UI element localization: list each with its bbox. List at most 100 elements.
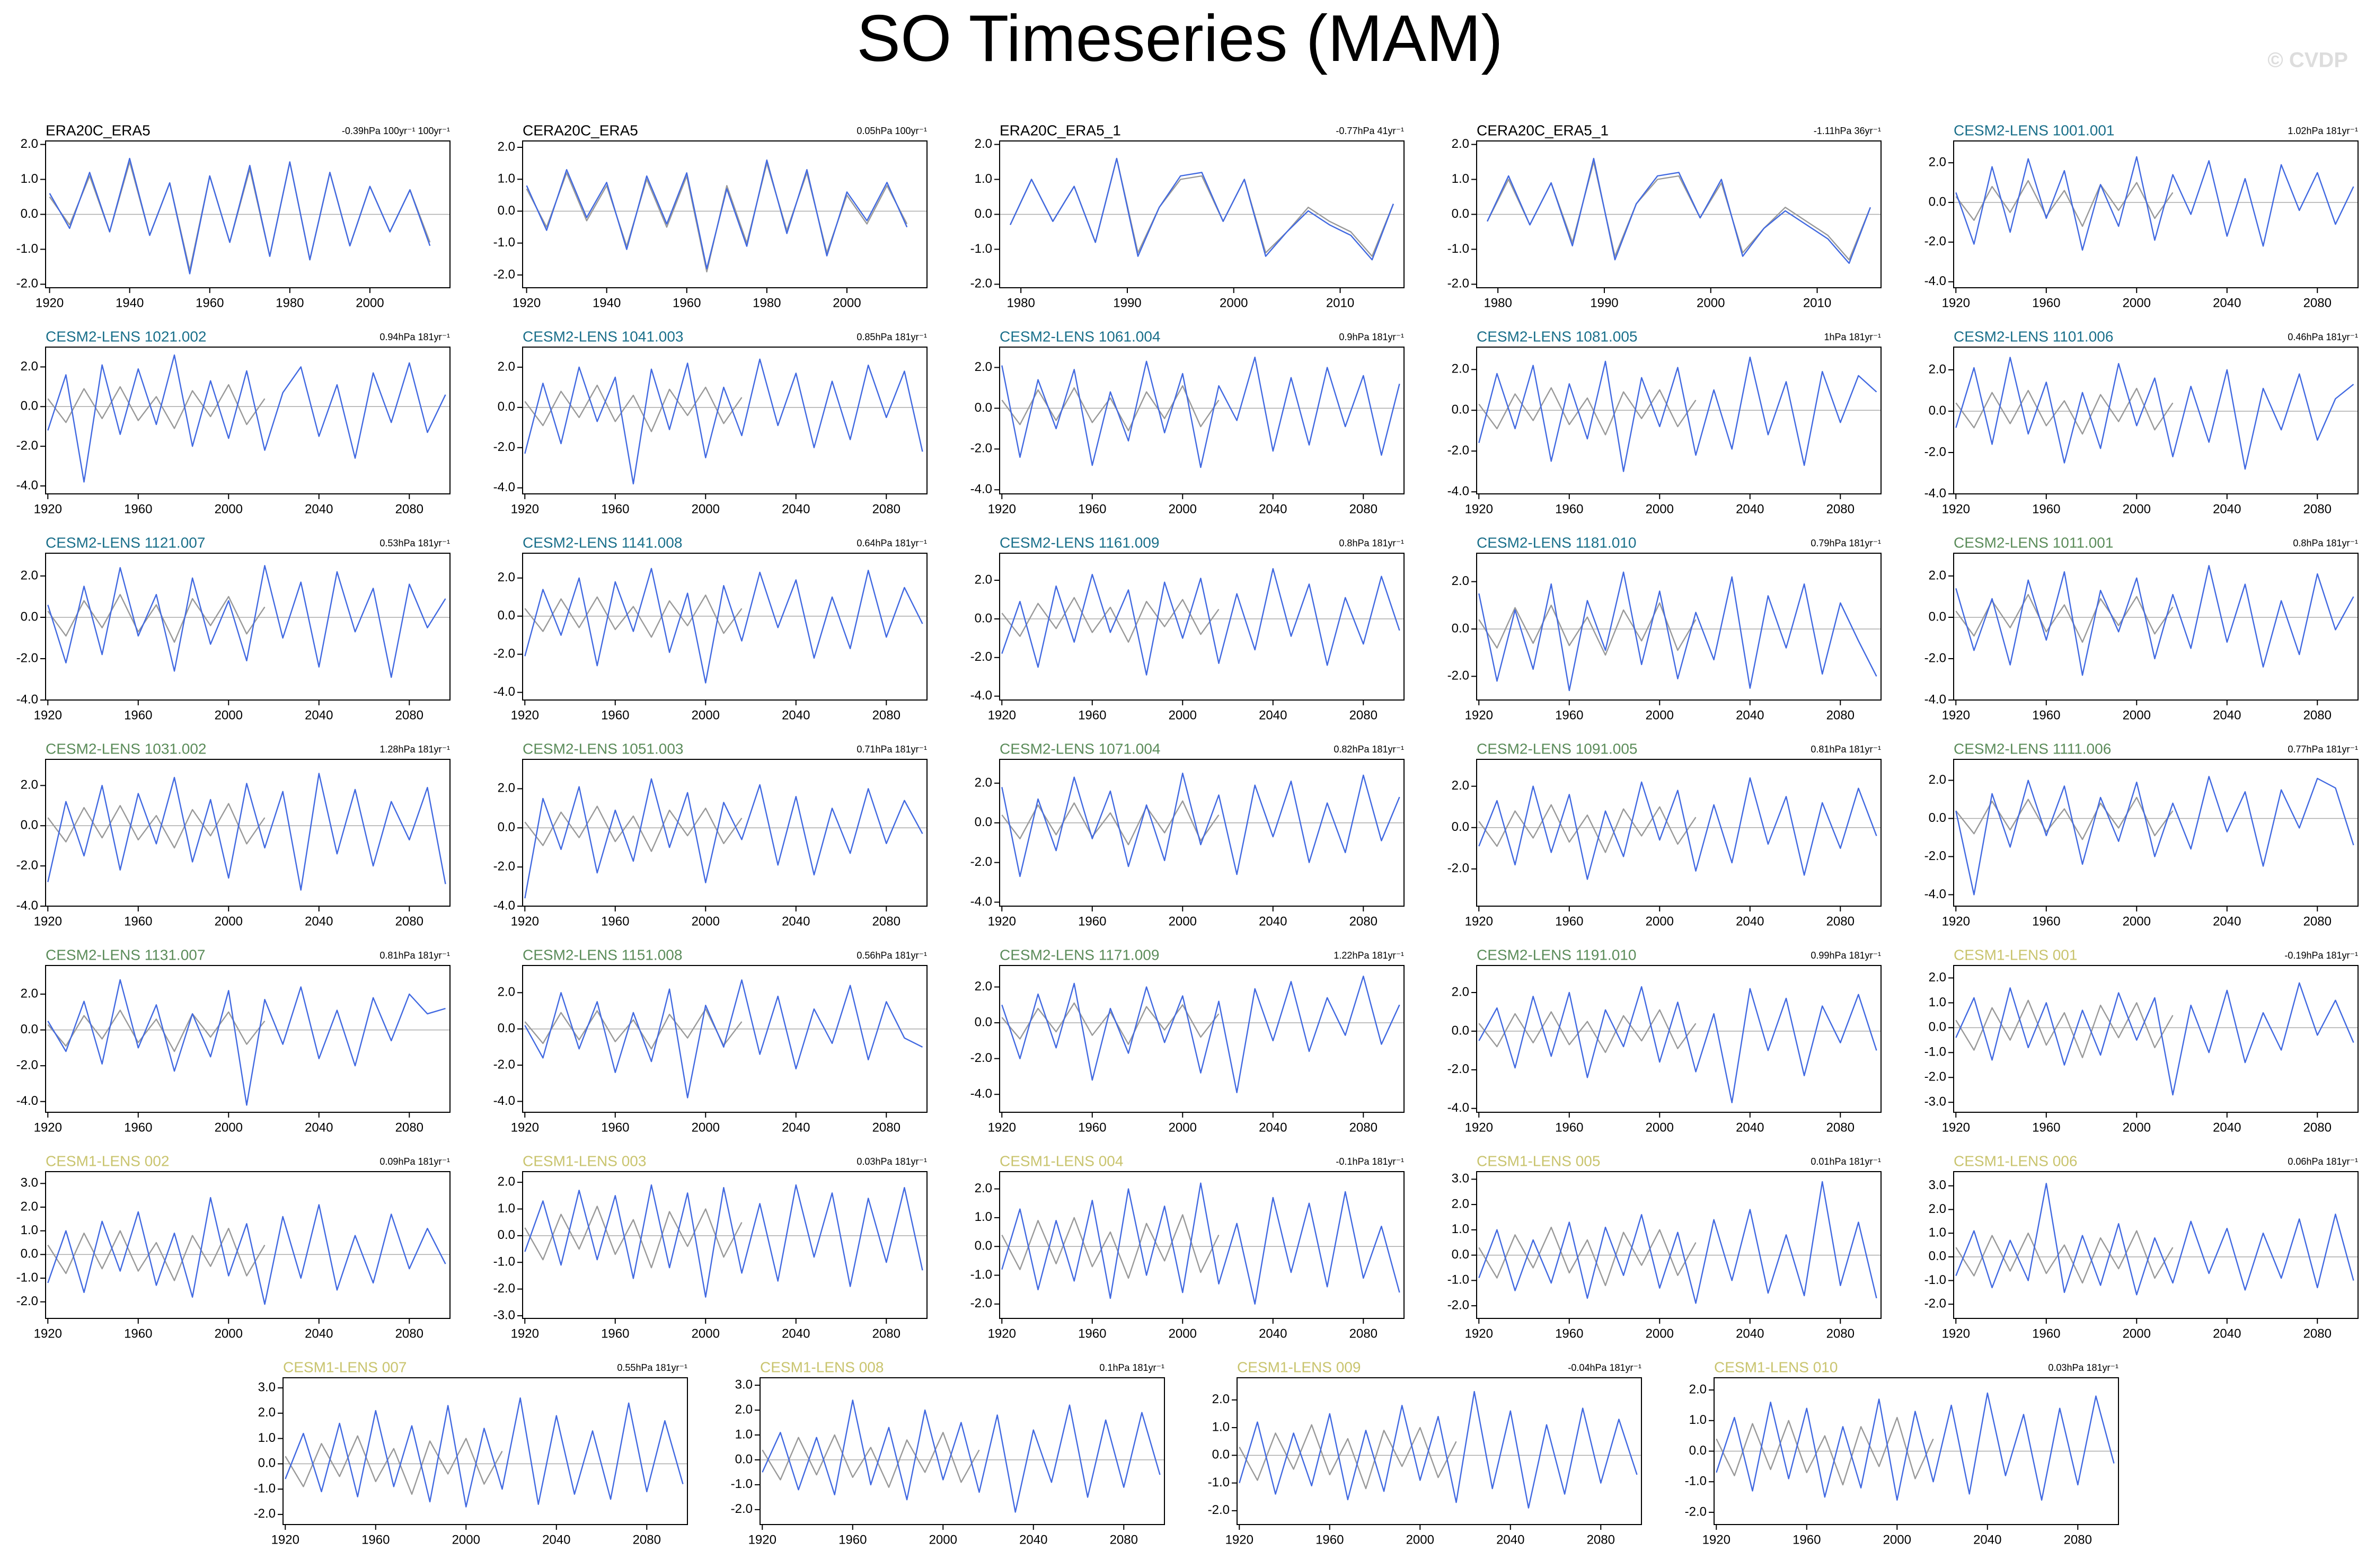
panel: CESM1-LENS 003 0.03hPa 181yr⁻¹ 2.0 1.0 0.0 -1… bbox=[493, 1153, 928, 1341]
series-line bbox=[1955, 982, 2354, 1096]
series-line bbox=[1478, 387, 1697, 436]
panel-title: CESM2-LENS 1051.003 bbox=[523, 740, 684, 757]
y-tick-label: -4.0 bbox=[16, 1094, 38, 1108]
x-tick-label: 2000 bbox=[1169, 1326, 1197, 1341]
trend-label: -0.1hPa 181yr⁻¹ bbox=[1336, 1156, 1404, 1167]
x-tick-label: 1920 bbox=[988, 914, 1016, 928]
y-tick-label: -2.0 bbox=[1447, 277, 1469, 291]
y-tick-label: 3.0 bbox=[735, 1377, 753, 1392]
y-tick-label: -1.0 bbox=[1447, 1273, 1469, 1287]
trend-label: 0.79hPa 181yr⁻¹ bbox=[1811, 538, 1881, 548]
series-line bbox=[524, 778, 923, 899]
y-tick-label: 2.0 bbox=[498, 570, 515, 584]
series-line bbox=[1478, 986, 1877, 1103]
x-tick-label: 1920 bbox=[34, 914, 62, 928]
x-tick-label: 1960 bbox=[1315, 1532, 1344, 1547]
plot-frame bbox=[522, 1171, 928, 1319]
trend-label: 0.85hPa 181yr⁻¹ bbox=[857, 332, 927, 342]
x-tick-label: 2000 bbox=[452, 1532, 480, 1547]
x-tick-label: 2010 bbox=[1326, 296, 1354, 310]
x-tick-label: 2000 bbox=[356, 296, 384, 310]
x-tick-label: 2040 bbox=[782, 708, 810, 722]
x-tick-label: 2000 bbox=[1169, 1120, 1197, 1135]
x-tick-label: 2080 bbox=[1349, 1120, 1378, 1135]
trend-label: 0.46hPa 181yr⁻¹ bbox=[2288, 332, 2358, 342]
x-tick-label: 2000 bbox=[215, 914, 243, 928]
trend-label: 0.81hPa 181yr⁻¹ bbox=[1811, 744, 1881, 755]
y-tick-label: 2.0 bbox=[975, 979, 992, 994]
y-tick-label: -2.0 bbox=[970, 277, 992, 291]
x-tick-label: 2000 bbox=[692, 1326, 720, 1341]
x-tick-label: 1920 bbox=[1942, 296, 1970, 310]
series-line bbox=[762, 1432, 980, 1488]
y-tick-label: 0.0 bbox=[1452, 403, 1469, 417]
x-tick-label: 1960 bbox=[1078, 1326, 1106, 1341]
panel-title: CESM2-LENS 1021.002 bbox=[46, 328, 207, 344]
series-line bbox=[1955, 1230, 2174, 1284]
x-tick-label: 2000 bbox=[1169, 914, 1197, 928]
y-tick-label: -2.0 bbox=[970, 1051, 992, 1065]
x-tick-label: 2080 bbox=[1826, 708, 1855, 722]
x-tick-label: 2000 bbox=[692, 914, 720, 928]
series-line bbox=[524, 594, 743, 638]
x-tick-label: 2080 bbox=[872, 708, 900, 722]
plot-frame bbox=[1953, 759, 2359, 907]
x-tick-label: 1920 bbox=[511, 914, 539, 928]
series-line bbox=[1955, 593, 2174, 643]
x-tick-label: 2040 bbox=[305, 914, 333, 928]
y-tick-label: 1.0 bbox=[1452, 1222, 1469, 1236]
y-tick-label: -4.0 bbox=[493, 480, 515, 494]
plot-frame bbox=[1476, 553, 1882, 701]
y-tick-label: -2.0 bbox=[16, 277, 38, 291]
series-line bbox=[1955, 357, 2354, 470]
plot-frame bbox=[999, 553, 1405, 701]
y-tick-label: 0.0 bbox=[735, 1452, 753, 1466]
panel-title: CESM1-LENS 010 bbox=[1714, 1359, 1838, 1375]
panel-title: CESM2-LENS 1171.009 bbox=[1000, 946, 1159, 963]
x-tick-label: 2080 bbox=[2303, 296, 2332, 310]
y-tick-label: -2.0 bbox=[1924, 1070, 1946, 1084]
y-tick-label: 3.0 bbox=[258, 1380, 276, 1394]
x-tick-label: 2080 bbox=[1826, 502, 1855, 516]
series-line bbox=[285, 1397, 684, 1508]
y-tick-label: -2.0 bbox=[1924, 1297, 1946, 1311]
trend-label: 0.01hPa 181yr⁻¹ bbox=[1811, 1156, 1881, 1167]
y-tick-label: 0.0 bbox=[21, 818, 38, 832]
x-tick-label: 1980 bbox=[1006, 296, 1035, 310]
x-tick-label: 1920 bbox=[34, 502, 62, 516]
y-tick-label: -1.0 bbox=[16, 242, 38, 256]
trend-label: 0.55hPa 181yr⁻¹ bbox=[617, 1362, 687, 1373]
y-tick-label: 1.0 bbox=[1929, 995, 1946, 1009]
panel-title: CESM2-LENS 1031.002 bbox=[46, 740, 207, 757]
plot-frame bbox=[522, 759, 928, 907]
x-tick-label: 2080 bbox=[395, 502, 423, 516]
y-tick-label: 3.0 bbox=[1929, 1178, 1946, 1192]
x-tick-label: 1960 bbox=[124, 1326, 152, 1341]
x-tick-label: 1960 bbox=[601, 708, 629, 722]
trend-label: 0.77hPa 181yr⁻¹ bbox=[2288, 744, 2358, 755]
y-tick-label: -1.0 bbox=[1924, 1045, 1946, 1059]
y-tick-label: -4.0 bbox=[16, 692, 38, 706]
x-tick-label: 2080 bbox=[2064, 1532, 2092, 1547]
y-tick-label: 0.0 bbox=[498, 1021, 515, 1035]
y-tick-label: -4.0 bbox=[1924, 887, 1946, 901]
y-tick-label: -1.0 bbox=[731, 1477, 753, 1491]
trend-label: 0.94hPa 181yr⁻¹ bbox=[379, 332, 450, 342]
panel: ERA20C_ERA5 -0.39hPa 100yr⁻¹ 100yr⁻¹ 2.0 1.… bbox=[16, 122, 451, 310]
x-tick-label: 1990 bbox=[1590, 296, 1618, 310]
plot-frame bbox=[1714, 1377, 2119, 1525]
series-line bbox=[47, 773, 446, 891]
y-tick-label: -4.0 bbox=[493, 1094, 515, 1108]
y-tick-label: -4.0 bbox=[493, 898, 515, 913]
panel: CESM2-LENS 1081.005 1hPa 181yr⁻¹ 2.0 0.0 -2.… bbox=[1447, 328, 1882, 516]
y-tick-label: 2.0 bbox=[498, 139, 515, 154]
panel-title: CESM1-LENS 004 bbox=[1000, 1153, 1123, 1169]
series-line bbox=[524, 358, 923, 485]
y-tick-label: -2.0 bbox=[731, 1502, 753, 1516]
panel: CESM2-LENS 1041.003 0.85hPa 181yr⁻¹ 2.0 0.0… bbox=[493, 328, 928, 516]
x-tick-label: 1960 bbox=[124, 914, 152, 928]
plot-frame bbox=[999, 1171, 1405, 1319]
y-tick-label: 1.0 bbox=[1452, 172, 1469, 186]
y-tick-label: 0.0 bbox=[1452, 1247, 1469, 1262]
y-tick-label: 0.0 bbox=[1452, 1023, 1469, 1038]
